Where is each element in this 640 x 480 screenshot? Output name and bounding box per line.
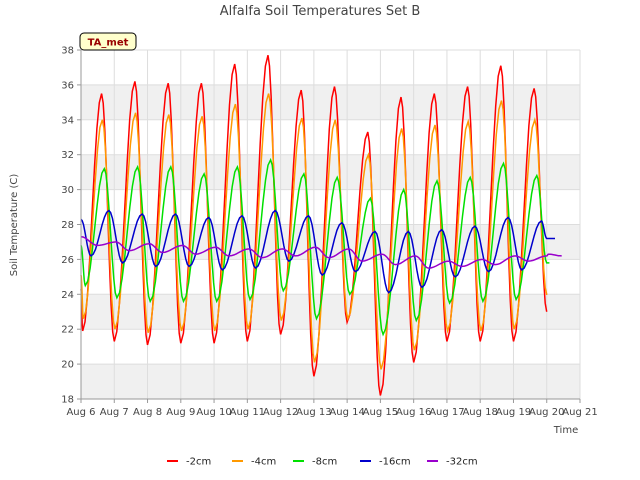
y-tick-label: 34 bbox=[61, 115, 74, 126]
series-layer bbox=[80, 55, 562, 396]
series-line-16cm bbox=[80, 209, 555, 294]
x-tick-label: Aug 9 bbox=[166, 407, 195, 418]
chart-title: Alfalfa Soil Temperatures Set B bbox=[220, 4, 421, 19]
legend-label-8cm: -8cm bbox=[312, 457, 337, 468]
y-tick-label: 38 bbox=[61, 46, 74, 57]
ta-met-badge-label: TA_met bbox=[88, 38, 129, 49]
x-axis-label: Time bbox=[553, 425, 578, 436]
grid-band bbox=[81, 294, 580, 330]
series-line-8cm bbox=[80, 157, 550, 337]
ta-met-badge: TA_met bbox=[79, 32, 137, 51]
y-tick-label: 20 bbox=[61, 360, 74, 371]
y-tick-label: 28 bbox=[61, 220, 74, 231]
x-tick-label: Aug 15 bbox=[363, 407, 398, 418]
axes: 18 20 22 24 26 28 30 32 34 36 38 Aug 6 Aug 7 Aug 8 Aug… bbox=[61, 46, 597, 419]
x-tick-label: Aug 8 bbox=[133, 407, 162, 418]
series-line-32cm bbox=[80, 235, 562, 269]
plot-area bbox=[80, 49, 581, 400]
legend: -2cm -4cm -8cm -16cm -32cm bbox=[167, 457, 478, 468]
y-tick-label: 18 bbox=[61, 395, 74, 406]
x-tick-label: Aug 11 bbox=[230, 407, 265, 418]
x-tick-label: Aug 7 bbox=[100, 407, 129, 418]
x-tick-label: Aug 14 bbox=[329, 407, 364, 418]
x-tick-label: Aug 12 bbox=[263, 407, 298, 418]
y-tick-label: 30 bbox=[61, 185, 74, 196]
x-tick-label: Aug 19 bbox=[496, 407, 531, 418]
series-line-4cm bbox=[80, 93, 548, 370]
grid-band bbox=[81, 154, 580, 190]
legend-label-4cm: -4cm bbox=[251, 457, 276, 468]
legend-label-16cm: -16cm bbox=[379, 457, 411, 468]
x-tick-label: Aug 20 bbox=[529, 407, 564, 418]
y-tick-label: 26 bbox=[61, 255, 74, 266]
grid-band bbox=[81, 364, 580, 399]
y-tick-label: 32 bbox=[61, 150, 74, 161]
x-tick-label: Aug 18 bbox=[462, 407, 497, 418]
x-tick-label: Aug 10 bbox=[196, 407, 231, 418]
legend-label-2cm: -2cm bbox=[186, 457, 211, 468]
y-axis-label: Soil Temperature (C) bbox=[9, 174, 20, 277]
x-tick-label: Aug 17 bbox=[429, 407, 464, 418]
y-tick-label: 22 bbox=[61, 325, 74, 336]
legend-label-32cm: -32cm bbox=[446, 457, 478, 468]
x-tick-label: Aug 21 bbox=[562, 407, 597, 418]
y-tick-label: 36 bbox=[61, 80, 74, 91]
y-tick-label: 24 bbox=[61, 290, 74, 301]
x-tick-label: Aug 16 bbox=[396, 407, 431, 418]
x-tick-label: Aug 6 bbox=[66, 407, 95, 418]
x-tick-label: Aug 13 bbox=[296, 407, 331, 418]
